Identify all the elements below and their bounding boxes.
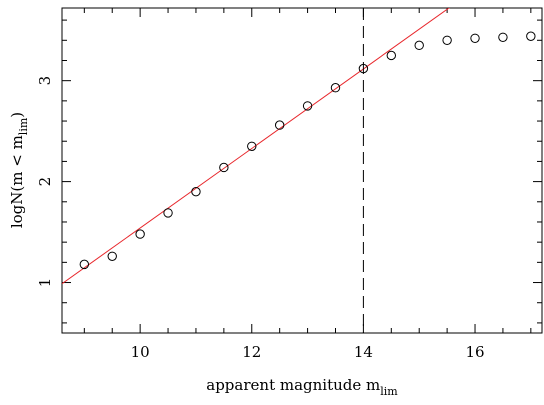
x-tick-label: 10: [131, 343, 150, 361]
y-axis-title-close: ): [8, 112, 26, 118]
data-point: [470, 33, 480, 43]
y-tick-label: 2: [36, 177, 54, 187]
data-point: [414, 40, 424, 51]
data-point: [498, 32, 508, 42]
data-point: [79, 259, 90, 270]
data-point: [163, 208, 173, 218]
x-axis-title-main: apparent magnitude m: [206, 376, 380, 394]
ticks: [62, 8, 542, 333]
y-tick-label: 1: [36, 278, 54, 288]
y-axis-title: logN(m < mlim): [8, 112, 30, 228]
data-point: [442, 35, 452, 45]
y-axis-title-sub: lim: [17, 117, 30, 135]
data-point: [358, 63, 369, 74]
fit-line: [62, 8, 450, 285]
data-point: [274, 120, 285, 130]
data-points: [79, 31, 536, 270]
data-point: [219, 162, 229, 173]
data-point: [386, 50, 397, 61]
data-point: [107, 251, 117, 261]
plot-area: [61, 7, 543, 334]
y-axis-title-main: logN(m < m: [8, 135, 26, 228]
x-tick-label: 14: [354, 343, 373, 361]
data-point: [191, 186, 201, 197]
x-axis-title: apparent magnitude mlim: [206, 376, 398, 398]
data-point: [302, 101, 313, 111]
x-tick-label: 16: [465, 343, 484, 361]
data-point: [330, 83, 341, 93]
data-point: [247, 141, 257, 151]
data-point: [135, 229, 145, 239]
x-tick-label: 12: [242, 343, 261, 361]
y-tick-label: 3: [36, 76, 54, 86]
data-point: [526, 31, 536, 41]
x-axis-title-sub: lim: [380, 385, 398, 398]
